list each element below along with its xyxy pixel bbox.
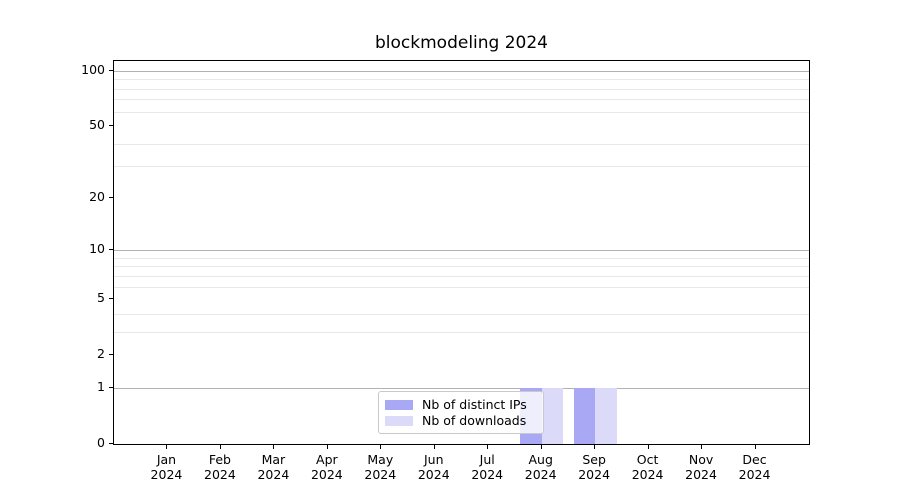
y-tick-5 [109, 298, 113, 300]
gridline-major-y-10 [114, 250, 809, 252]
y-tick-label-20: 20 [89, 188, 105, 204]
x-tick-feb [219, 445, 221, 449]
gridline-minor-y-40 [114, 143, 809, 145]
legend-swatch-distinct-ips-icon [385, 400, 413, 410]
gridline-minor-y-6 [114, 286, 809, 288]
y-tick-10 [109, 249, 113, 251]
bar-distinct-ips-sep [573, 387, 596, 444]
x-tick-label-year: 2024 [685, 467, 717, 482]
x-tick-label-month: Dec [742, 452, 767, 467]
x-tick-label-year: 2024 [310, 467, 343, 482]
plot-area: Nb of distinct IPs Nb of downloads [113, 60, 810, 445]
grid-layer [114, 61, 809, 444]
legend-item-distinct-ips: Nb of distinct IPs [385, 397, 537, 413]
legend-swatch-downloads-icon [385, 416, 413, 426]
x-tick-sep [594, 445, 596, 449]
gridline-major-y-100 [114, 70, 809, 72]
y-tick-label-1: 1 [97, 378, 105, 394]
x-tick-label-year: 2024 [738, 467, 771, 482]
gridline-minor-y-4 [114, 313, 809, 315]
gridline-minor-y-7 [114, 275, 809, 277]
y-tick-label-50: 50 [89, 117, 105, 133]
y-tick-label-0: 0 [97, 435, 105, 450]
x-tick-label-month: Jul [479, 452, 495, 467]
x-tick-label-year: 2024 [524, 467, 557, 482]
y-tick-label-10: 10 [89, 241, 105, 257]
x-tick-dec [754, 445, 756, 449]
x-tick-label-may: May 2024 [348, 452, 412, 482]
x-tick-label-year: 2024 [471, 467, 504, 482]
legend-label-downloads: Nb of downloads [422, 413, 527, 428]
y-tick-label-100: 100 [81, 61, 105, 77]
gridline-minor-y-30 [114, 166, 809, 168]
y-tick-label-2: 2 [97, 346, 105, 362]
gridline-minor-y-90 [114, 79, 809, 81]
x-tick-label-nov: Nov 2024 [669, 452, 733, 482]
y-tick-100 [109, 69, 113, 71]
x-tick-label-month: Feb [208, 452, 231, 467]
x-tick-label-oct: Oct 2024 [616, 452, 680, 482]
y-tick-20 [109, 196, 113, 198]
x-tick-label-month: Jan [156, 452, 177, 467]
y-tick-50 [109, 125, 113, 127]
x-tick-label-month: Oct [636, 452, 659, 467]
y-tick-label-5: 5 [97, 290, 105, 306]
x-tick-apr [326, 445, 328, 449]
x-tick-label-month: Aug [528, 452, 553, 467]
x-tick-jul [487, 445, 489, 449]
legend: Nb of distinct IPs Nb of downloads [378, 391, 544, 434]
y-tick-0 [109, 443, 113, 444]
gridline-minor-y-80 [114, 88, 809, 90]
gridline-minor-y-3 [114, 331, 809, 333]
bar-downloads-sep [595, 387, 617, 444]
x-tick-label-mar: Mar 2024 [241, 452, 305, 482]
x-tick-label-apr: Apr 2024 [295, 452, 359, 482]
x-tick-nov [701, 445, 703, 449]
chart-title: blockmodeling 2024 [375, 33, 548, 53]
y-tick-1 [109, 386, 113, 388]
gridline-minor-y-60 [114, 111, 809, 113]
x-tick-label-dec: Dec 2024 [723, 452, 787, 482]
x-tick-label-feb: Feb 2024 [188, 452, 252, 482]
y-tick-2 [109, 354, 113, 356]
x-tick-label-year: 2024 [257, 467, 290, 482]
x-tick-label-year: 2024 [204, 467, 236, 482]
x-tick-label-month: Sep [582, 452, 606, 467]
x-tick-mar [273, 445, 275, 449]
bar-downloads-aug [541, 387, 564, 444]
x-tick-label-year: 2024 [631, 467, 664, 482]
gridline-minor-y-8 [114, 266, 809, 268]
x-tick-label-year: 2024 [578, 467, 611, 482]
gridline-major-y-1 [114, 387, 809, 389]
x-tick-may [380, 445, 382, 449]
gridline-minor-y-70 [114, 99, 809, 101]
x-tick-label-jan: Jan 2024 [134, 452, 198, 482]
x-tick-label-year: 2024 [417, 467, 450, 482]
x-tick-label-aug: Aug 2024 [509, 452, 573, 482]
x-tick-label-month: Mar [261, 452, 286, 467]
x-tick-label-jun: Jun 2024 [402, 452, 466, 482]
x-tick-label-jul: Jul 2024 [455, 452, 519, 482]
legend-label-distinct-ips: Nb of distinct IPs [422, 397, 527, 412]
x-tick-label-year: 2024 [364, 467, 397, 482]
x-tick-label-sep: Sep 2024 [562, 452, 626, 482]
x-tick-label-month: May [367, 452, 394, 467]
x-tick-aug [540, 445, 542, 449]
x-tick-label-month: Jun [424, 452, 444, 467]
x-tick-jan [166, 445, 168, 449]
x-tick-label-month: Apr [316, 452, 338, 467]
x-tick-label-month: Nov [688, 452, 714, 467]
legend-item-downloads: Nb of downloads [385, 413, 537, 429]
x-tick-oct [647, 445, 649, 449]
x-tick-label-year: 2024 [150, 467, 183, 482]
gridline-minor-y-9 [114, 257, 809, 259]
x-tick-jun [433, 445, 435, 449]
